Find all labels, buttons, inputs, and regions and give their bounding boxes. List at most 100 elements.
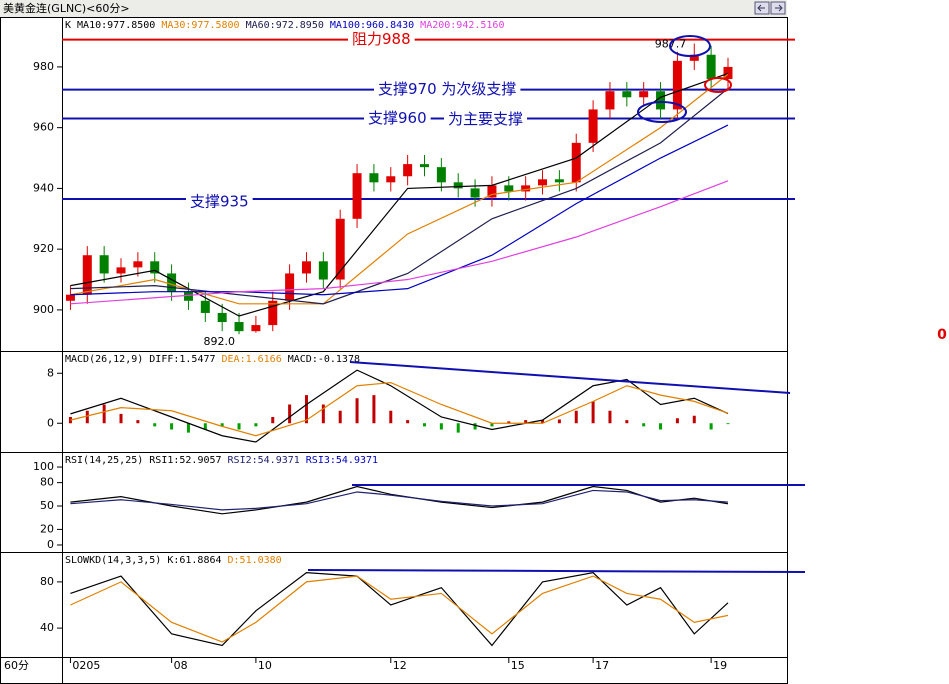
trend-line	[349, 361, 791, 394]
candle-body	[689, 54, 699, 61]
macd-bar	[338, 410, 342, 424]
candle-body	[470, 188, 480, 198]
annotations	[307, 35, 806, 573]
candle-body	[403, 164, 413, 177]
macd-bar	[591, 401, 595, 424]
candle-body	[639, 91, 649, 98]
macd-bar	[574, 410, 578, 424]
candle-body	[656, 91, 666, 110]
candle-body	[285, 273, 295, 301]
candle-body	[183, 291, 193, 301]
x-tick-label: 0205	[72, 659, 100, 672]
indicator-header: MA10:977.8500	[77, 20, 155, 31]
indicator-line	[70, 571, 729, 647]
y-tick-label: 8	[47, 366, 54, 379]
y-tick-label: 40	[40, 621, 54, 634]
level-label: 为主要支撑	[448, 110, 523, 128]
candle-body	[99, 255, 109, 274]
candle-body	[150, 261, 160, 274]
title-bar	[0, 0, 787, 17]
candle-body	[301, 261, 311, 274]
y-tick-label: 960	[33, 121, 54, 134]
candle-body	[268, 300, 278, 326]
level-label: 支撑970 为次级支撑	[378, 80, 516, 98]
candle-body	[352, 173, 362, 219]
candle-body	[723, 66, 733, 80]
level-label: 支撑960	[368, 109, 427, 127]
macd-bar	[490, 423, 494, 427]
candle-body	[453, 182, 463, 189]
x-unit: 60分	[4, 659, 29, 672]
label-background	[348, 29, 415, 50]
macd-bar	[85, 410, 89, 424]
macd-bar	[541, 420, 545, 424]
candle-body	[487, 185, 497, 198]
macd-bar	[119, 413, 123, 424]
label-background	[364, 108, 431, 129]
macd-bar	[102, 404, 106, 424]
candle-body	[251, 325, 261, 332]
macd-bar	[389, 410, 393, 424]
trend-line	[307, 569, 806, 573]
macd-bar	[220, 423, 224, 427]
candle-body	[605, 91, 615, 110]
macd-bar	[304, 395, 308, 424]
x-tick-label: 10	[258, 659, 272, 672]
candle-body	[167, 273, 177, 292]
indicator-header: K	[65, 20, 71, 31]
indicator-header: MA30:977.5800	[161, 20, 239, 31]
candle-body	[571, 142, 581, 183]
y-tick-label: 80	[40, 575, 54, 588]
macd-bar	[203, 423, 207, 430]
next-icon	[775, 4, 783, 12]
indicator-line	[70, 489, 729, 511]
macd-bar	[659, 423, 663, 430]
candle-body	[622, 91, 632, 98]
indicator-header: RSI2:54.9371	[228, 455, 300, 466]
macd-bar	[254, 423, 258, 427]
indicator-line	[70, 124, 729, 296]
macd-bar	[692, 415, 696, 424]
macd-bar	[186, 423, 190, 433]
y-tick-label: 980	[33, 60, 54, 73]
level-label: 支撑935	[190, 193, 249, 211]
indicator-header: MA60:972.8950	[246, 20, 324, 31]
indicator-header: SLOWKD(14,3,3,5)	[65, 555, 161, 566]
macd-bar	[288, 404, 292, 424]
y-tick-label: 920	[33, 242, 54, 255]
level-label: 阻力988	[352, 30, 411, 48]
candle-body	[504, 185, 514, 192]
y-tick-label: 80	[40, 476, 54, 489]
prev-icon	[757, 4, 765, 12]
candle-body	[420, 164, 429, 168]
x-tick-label: 08	[174, 659, 188, 672]
indicator-line	[70, 180, 729, 305]
candle-body	[588, 109, 598, 143]
y-tick-label: 900	[33, 303, 54, 316]
indicator-header: RSI1:52.9057	[149, 455, 221, 466]
y-tick-label: 20	[40, 522, 54, 535]
macd-bar	[675, 418, 679, 424]
macd-bar	[642, 423, 646, 427]
macd-bar	[271, 417, 275, 424]
y-tick-label: 0	[47, 416, 54, 429]
y-tick-label: 940	[33, 181, 54, 194]
x-tick-label: 17	[595, 659, 609, 672]
indicator-header: MA100:960.8430	[330, 20, 414, 31]
indicator-header: K:61.8864	[167, 555, 221, 566]
y-tick-label: 0	[47, 538, 54, 551]
candle-body	[436, 167, 446, 183]
indicator-line	[70, 485, 729, 515]
macd-bar	[557, 419, 561, 424]
macd-bar	[423, 423, 426, 427]
macd-bar	[608, 410, 612, 424]
macd-bar	[456, 423, 460, 433]
label-background	[374, 79, 521, 100]
macd-bar	[625, 420, 629, 424]
macd-bar	[321, 404, 325, 424]
circle-annotation	[704, 77, 732, 93]
macd-bar	[709, 423, 713, 430]
macd-bar	[507, 421, 511, 424]
label-background	[186, 192, 253, 213]
